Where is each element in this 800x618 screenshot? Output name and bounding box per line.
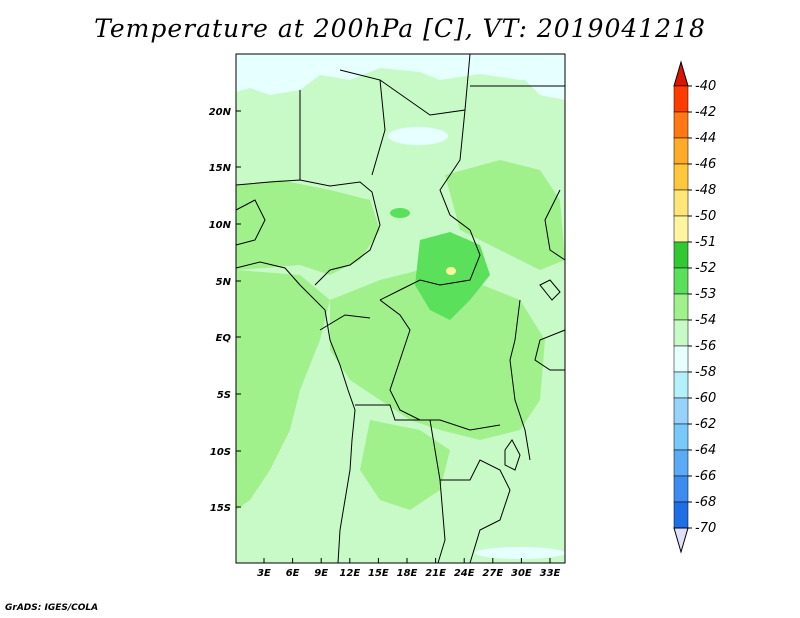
longitude-axis: 3E 6E 9E 12E 15E 18E 21E 24E 27E 30E 33E bbox=[257, 558, 561, 579]
field-region-minus51 bbox=[415, 232, 490, 320]
lon-label: 24E bbox=[454, 568, 475, 579]
colorbar-label: -68 bbox=[695, 495, 716, 510]
colorbar-label: -60 bbox=[695, 391, 716, 406]
border-line bbox=[235, 179, 381, 286]
colorbar-swatch bbox=[673, 163, 689, 191]
lon-label: 21E bbox=[425, 568, 446, 579]
colorbar-swatch bbox=[673, 189, 689, 217]
field-region-minus51-small bbox=[390, 208, 410, 218]
country-borders bbox=[235, 53, 566, 564]
lon-label: 33E bbox=[540, 568, 561, 579]
border-line bbox=[437, 479, 446, 564]
lat-label: 10N bbox=[209, 220, 232, 231]
temperature-field bbox=[236, 54, 565, 563]
border-line bbox=[339, 69, 386, 176]
latitude-axis: 20N 15N 10N 5N EQ 5S 10S 15S bbox=[209, 107, 241, 514]
lat-label: 15N bbox=[209, 163, 232, 174]
chart-title: Temperature at 200hPa [C], VT: 201904121… bbox=[94, 14, 706, 43]
colorbar-label: -66 bbox=[695, 469, 716, 484]
lon-label: 30E bbox=[511, 568, 532, 579]
colorbar-swatch bbox=[673, 85, 689, 113]
colorbar-swatch bbox=[673, 371, 689, 399]
colorbar-swatch bbox=[673, 267, 689, 295]
lat-label: 5N bbox=[216, 277, 232, 288]
colorbar-label: -46 bbox=[695, 157, 716, 172]
colorbar-swatch bbox=[673, 215, 689, 243]
field-region-minus52-west bbox=[236, 180, 380, 275]
border-line bbox=[534, 329, 566, 371]
colorbar-swatch bbox=[673, 345, 689, 373]
colorbar-label: -48 bbox=[695, 183, 716, 198]
colorbar-swatch bbox=[673, 449, 689, 477]
lon-label: 15E bbox=[368, 568, 389, 579]
colorbar-swatch bbox=[673, 293, 689, 321]
colorbar-label: -54 bbox=[695, 313, 716, 328]
lake-outline bbox=[539, 279, 561, 301]
colorbar-label: -50 bbox=[695, 209, 716, 224]
lon-label: 3E bbox=[257, 568, 271, 579]
field-region-minus52-south bbox=[360, 420, 450, 510]
colorbar-label: -58 bbox=[695, 365, 716, 380]
colorbar-label: -42 bbox=[695, 105, 716, 120]
map-frame bbox=[235, 53, 566, 564]
lon-label: 12E bbox=[339, 568, 360, 579]
colorbar: -40 -42 -44 -46 -48 -50 -51 -52 -53 -54 -56 -58 -60 -… bbox=[673, 60, 716, 554]
colorbar-swatch bbox=[673, 501, 689, 529]
field-region-minus54-ne bbox=[520, 54, 565, 100]
lon-label: 18E bbox=[397, 568, 418, 579]
lon-label: 27E bbox=[482, 568, 503, 579]
colorbar-swatch bbox=[673, 111, 689, 139]
colorbar-label: -62 bbox=[695, 417, 716, 432]
colorbar-top-arrow bbox=[673, 60, 689, 87]
lat-label: EQ bbox=[216, 333, 232, 344]
colorbar-label: -44 bbox=[695, 131, 716, 146]
colorbar-label: -51 bbox=[695, 235, 716, 250]
colorbar-swatch bbox=[673, 241, 689, 269]
lat-label: 15S bbox=[210, 503, 231, 514]
lat-label: 10S bbox=[210, 447, 231, 458]
colorbar-swatch bbox=[673, 397, 689, 425]
colorbar-bottom-arrow bbox=[673, 527, 689, 554]
colorbar-label: -56 bbox=[695, 339, 716, 354]
border-line bbox=[319, 314, 371, 331]
field-region-minus52-central bbox=[330, 270, 545, 440]
lon-label: 6E bbox=[286, 568, 300, 579]
field-region-minus54-north bbox=[236, 54, 565, 95]
border-line bbox=[379, 299, 501, 431]
field-region-minus54-blob1 bbox=[388, 127, 448, 145]
field-region-minus50 bbox=[446, 267, 456, 275]
colorbar-label: -52 bbox=[695, 261, 716, 276]
lon-label: 9E bbox=[314, 568, 328, 579]
border-line bbox=[355, 404, 511, 564]
colorbar-label: -53 bbox=[695, 287, 716, 302]
colorbar-swatch bbox=[673, 423, 689, 451]
field-region-minus54-blob2 bbox=[475, 547, 565, 559]
colorbar-swatch bbox=[673, 137, 689, 165]
lat-label: 5S bbox=[217, 390, 231, 401]
lake-outline bbox=[504, 439, 521, 471]
border-line bbox=[544, 189, 566, 261]
colorbar-label: -40 bbox=[695, 79, 716, 94]
border-line bbox=[509, 299, 531, 461]
field-region-minus52-ne bbox=[445, 160, 565, 270]
lat-label: 20N bbox=[209, 107, 232, 118]
colorbar-label: -64 bbox=[695, 443, 716, 458]
field-region-minus52-coast bbox=[236, 270, 330, 510]
colorbar-swatch bbox=[673, 475, 689, 503]
border-line bbox=[235, 199, 266, 246]
border-line bbox=[379, 109, 481, 301]
coastline bbox=[235, 261, 356, 564]
credit-label: GrADS: IGES/COLA bbox=[5, 603, 99, 613]
colorbar-label: -70 bbox=[695, 521, 716, 536]
colorbar-swatch bbox=[673, 319, 689, 347]
border-line bbox=[379, 53, 471, 116]
